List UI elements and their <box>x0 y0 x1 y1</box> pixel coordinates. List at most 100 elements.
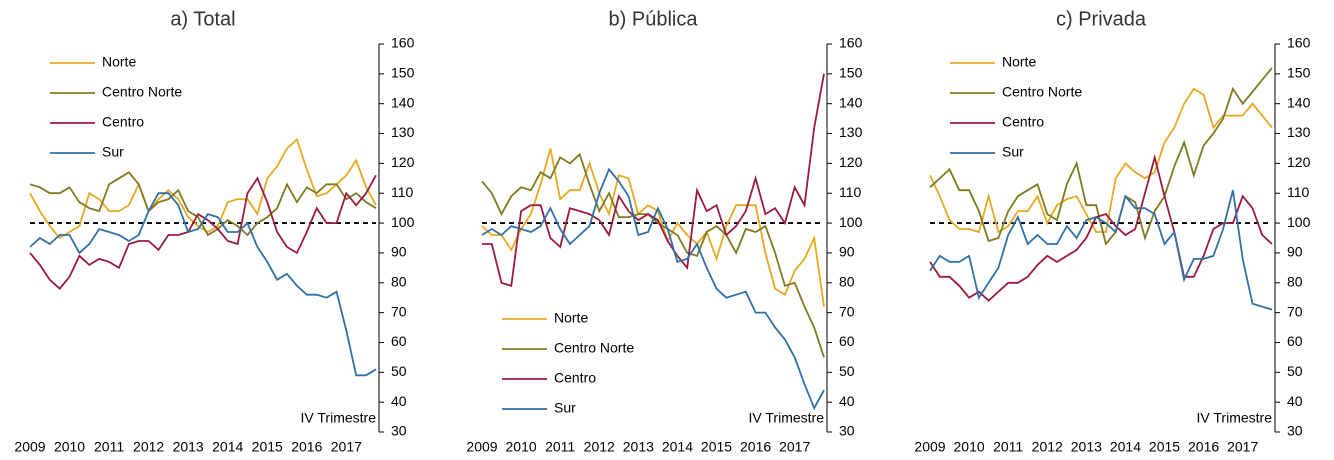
x-tick-label: 2009 <box>914 439 945 455</box>
annotation: IV Trimestre <box>301 410 377 426</box>
y-tick-label: 130 <box>839 124 863 140</box>
annotation: IV Trimestre <box>749 410 825 426</box>
y-tick-label: 120 <box>1287 154 1311 170</box>
x-tick-label: 2009 <box>14 439 45 455</box>
y-tick-label: 100 <box>1287 214 1311 230</box>
x-tick-label: 2016 <box>740 439 771 455</box>
y-tick-label: 160 <box>839 35 863 51</box>
x-tick-label: 2011 <box>993 439 1023 455</box>
x-tick-label: 2015 <box>701 439 732 455</box>
legend-label: Centro Norte <box>1002 84 1082 100</box>
y-tick-label: 60 <box>391 333 407 349</box>
y-tick-label: 30 <box>1287 423 1303 439</box>
legend-label: Centro <box>1002 114 1044 130</box>
x-tick-label: 2012 <box>584 439 615 455</box>
y-tick-label: 110 <box>391 184 414 200</box>
x-tick-label: 2013 <box>623 439 654 455</box>
series-line <box>929 153 1273 302</box>
x-tick-label: 2015 <box>252 439 283 455</box>
y-tick-label: 70 <box>391 303 407 319</box>
x-tick-label: 2016 <box>1188 439 1219 455</box>
legend-label: Centro <box>554 370 596 386</box>
series-line <box>29 171 377 237</box>
legend-label: Sur <box>102 144 124 160</box>
x-tick-label: 2009 <box>466 439 497 455</box>
legend-label: Sur <box>1002 144 1024 160</box>
legend-label: Centro Norte <box>102 84 182 100</box>
y-tick-label: 90 <box>391 244 407 260</box>
y-tick-label: 140 <box>391 94 415 110</box>
series-line <box>929 87 1273 234</box>
y-tick-label: 80 <box>391 273 407 289</box>
x-tick-label: 2014 <box>662 439 693 455</box>
y-tick-label: 40 <box>391 393 407 409</box>
y-tick-label: 150 <box>1287 65 1311 81</box>
x-tick-label: 2011 <box>94 439 124 455</box>
y-tick-label: 90 <box>839 244 855 260</box>
series-line <box>29 192 377 377</box>
y-tick-label: 140 <box>839 94 863 110</box>
legend-label: Norte <box>102 54 136 70</box>
x-tick-label: 2010 <box>506 439 537 455</box>
x-tick-label: 2013 <box>1071 439 1102 455</box>
y-tick-label: 120 <box>839 154 863 170</box>
x-tick-label: 2011 <box>545 439 575 455</box>
x-tick-label: 2013 <box>173 439 204 455</box>
y-tick-label: 130 <box>391 124 415 140</box>
y-tick-label: 100 <box>391 214 415 230</box>
y-tick-label: 50 <box>391 363 407 379</box>
y-tick-label: 130 <box>1287 124 1311 140</box>
y-tick-label: 50 <box>839 363 855 379</box>
x-tick-label: 2014 <box>212 439 243 455</box>
y-tick-label: 80 <box>839 273 855 289</box>
chart-title: b) Pública <box>609 8 699 30</box>
x-tick-label: 2017 <box>331 439 362 455</box>
y-tick-label: 30 <box>391 423 407 439</box>
series-line <box>481 148 825 307</box>
y-tick-label: 110 <box>839 184 862 200</box>
y-tick-label: 160 <box>391 35 415 51</box>
legend-label: Centro <box>102 114 144 130</box>
y-tick-label: 60 <box>839 333 855 349</box>
y-tick-label: 40 <box>1287 393 1303 409</box>
legend-label: Norte <box>1002 54 1036 70</box>
legend-label: Norte <box>554 310 588 326</box>
legend-label: Centro Norte <box>554 340 634 356</box>
y-tick-label: 150 <box>391 65 415 81</box>
y-tick-label: 80 <box>1287 273 1303 289</box>
x-tick-label: 2017 <box>779 439 810 455</box>
series-line <box>482 73 825 287</box>
y-tick-label: 60 <box>1287 333 1303 349</box>
y-tick-label: 110 <box>1287 184 1310 200</box>
x-tick-label: 2012 <box>1032 439 1063 455</box>
x-tick-label: 2012 <box>133 439 164 455</box>
y-tick-label: 70 <box>1287 303 1303 319</box>
y-tick-label: 100 <box>839 214 863 230</box>
x-tick-label: 2010 <box>54 439 85 455</box>
y-tick-label: 160 <box>1287 35 1311 51</box>
legend-label: Sur <box>554 400 576 416</box>
series-line <box>481 167 825 411</box>
y-tick-label: 120 <box>391 154 415 170</box>
x-tick-label: 2014 <box>1110 439 1141 455</box>
y-tick-label: 150 <box>839 65 863 81</box>
y-tick-label: 50 <box>1287 363 1303 379</box>
series-line <box>481 152 825 358</box>
series-line <box>929 189 1273 311</box>
y-tick-label: 30 <box>839 423 855 439</box>
annotation: IV Trimestre <box>1197 410 1273 426</box>
x-tick-label: 2015 <box>1149 439 1180 455</box>
series-line <box>29 174 377 290</box>
chart-title: a) Total <box>170 8 235 30</box>
y-tick-label: 90 <box>1287 244 1303 260</box>
series-line <box>29 137 377 240</box>
y-tick-label: 70 <box>839 303 855 319</box>
x-tick-label: 2017 <box>1227 439 1258 455</box>
series-line <box>929 67 1273 246</box>
chart-title: c) Privada <box>1056 8 1147 30</box>
y-tick-label: 40 <box>839 393 855 409</box>
y-tick-label: 140 <box>1287 94 1311 110</box>
x-tick-label: 2016 <box>291 439 322 455</box>
